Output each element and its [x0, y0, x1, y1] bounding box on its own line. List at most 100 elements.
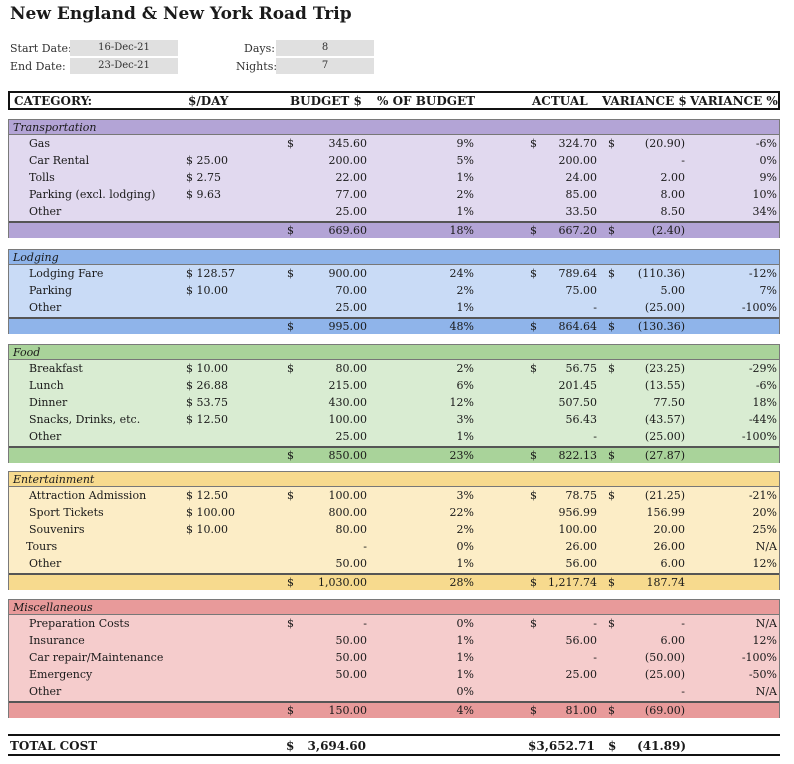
table-row[interactable]: Other 25.00 1% 33.50 8.50 34%: [9, 204, 779, 221]
row-actual: -: [593, 617, 597, 630]
row-label: Tolls: [29, 171, 55, 184]
table-row[interactable]: Preparation Costs $ -0% $ - $ - N/A: [9, 616, 779, 633]
row-label: Tours: [26, 540, 58, 553]
row-pct-budget: 1%: [456, 301, 474, 314]
table-row[interactable]: Tours - 0% 26.00 26.00 N/A: [9, 539, 779, 556]
table-row[interactable]: Breakfast $ 10.00 $80.00 2% $56.75 $ (23.25) -2…: [9, 361, 779, 378]
table-row[interactable]: Parking $ 10.00 70.00 2% 75.00 5.00 7%: [9, 283, 779, 300]
start-date-value[interactable]: 16-Dec-21: [70, 40, 178, 56]
row-actual: 78.75: [565, 489, 598, 502]
table-row[interactable]: Emergency 50.00 1% 25.00 (25.00) -50%: [9, 667, 779, 684]
total-pct-budget: 18%: [449, 224, 474, 237]
days-value[interactable]: 8: [276, 40, 374, 56]
table-row[interactable]: Lodging Fare $ 128.57 $900.00 24% $789.64 $ (1…: [9, 266, 779, 283]
row-actual: -: [593, 430, 597, 443]
row-variance-pct: 7%: [759, 284, 777, 297]
end-date-value[interactable]: 23-Dec-21: [70, 58, 178, 74]
table-row[interactable]: Other 25.00 1% - (25.00) -100%: [9, 300, 779, 317]
row-label: Parking: [29, 284, 73, 297]
table-row[interactable]: Tolls $ 2.75 22.00 1% 24.00 2.00 9%: [9, 170, 779, 187]
table-row[interactable]: Sport Tickets $ 100.00 800.00 22% 956.99 156.…: [9, 505, 779, 522]
row-label: Car repair/Maintenance: [29, 651, 164, 664]
table-row[interactable]: Insurance 50.00 1% 56.00 6.00 12%: [9, 633, 779, 650]
row-variance-pct: 9%: [759, 171, 777, 184]
section-total-row: $850.00 23% $822.13 $ (27.87): [9, 446, 779, 463]
table-row[interactable]: Lunch $ 26.88 215.00 6% 201.45 (13.55) -6%: [9, 378, 779, 395]
row-pct-budget: 1%: [456, 205, 474, 218]
row-budget: 430.00: [328, 396, 368, 409]
row-variance-pct: -6%: [755, 379, 777, 392]
row-label: Lunch: [29, 379, 64, 392]
section-miscellaneous: Miscellaneous Preparation Costs $ -0% $ - $ - N/…: [8, 599, 780, 718]
total-variance-currency: $: [608, 224, 615, 237]
header-variance-pct: VARIANCE %: [690, 94, 778, 108]
row-variance-pct: -6%: [755, 137, 777, 150]
column-header-row: CATEGORY: $/DAY BUDGET $ % OF BUDGET ACT…: [8, 91, 780, 110]
section-title: Food: [9, 345, 779, 360]
row-label: Parking (excl. lodging): [29, 188, 156, 201]
section-total-row: $1,030.00 28% $1,217.74 $187.74: [9, 573, 779, 590]
row-actual: 56.43: [565, 413, 598, 426]
table-row[interactable]: Attraction Admission $ 12.50 $100.00 3% $78.…: [9, 488, 779, 505]
table-row[interactable]: Other 25.00 1% - (25.00) -100%: [9, 429, 779, 446]
row-pct-budget: 9%: [456, 137, 474, 150]
row-per-day: $ 12.50: [186, 413, 228, 426]
row-variance-pct: -44%: [748, 413, 777, 426]
row-variance: 6.00: [660, 634, 686, 647]
row-pct-budget: 1%: [456, 557, 474, 570]
row-variance-pct: N/A: [755, 617, 777, 630]
table-row[interactable]: Car Rental $ 25.00 200.00 5% 200.00 - 0%: [9, 153, 779, 170]
section-title: Transportation: [9, 120, 779, 135]
table-row[interactable]: Parking (excl. lodging) $ 9.63 77.00 2% 85.0…: [9, 187, 779, 204]
row-variance-currency: $: [608, 137, 615, 150]
row-budget: 25.00: [335, 301, 368, 314]
table-row[interactable]: Dinner $ 53.75 430.00 12% 507.50 77.50 18%: [9, 395, 779, 412]
table-row[interactable]: Other 50.00 1% 56.00 6.00 12%: [9, 556, 779, 573]
row-budget: 80.00: [335, 523, 368, 536]
row-pct-budget: 22%: [449, 506, 474, 519]
total-budget: 669.60: [328, 224, 368, 237]
row-variance-currency: $: [608, 489, 615, 502]
section-food: Food Breakfast $ 10.00 $80.00 2% $56.75 $ (23.2…: [8, 344, 780, 463]
total-actual-currency: $: [530, 449, 537, 462]
row-variance-currency: $: [608, 362, 615, 375]
row-budget: 215.00: [328, 379, 368, 392]
row-variance-pct: N/A: [755, 540, 777, 553]
total-budget-currency: $: [287, 576, 294, 589]
row-variance-pct: 12%: [752, 634, 777, 647]
header-pct-budget: % OF BUDGET: [377, 94, 476, 108]
row-variance: (13.55): [644, 379, 685, 392]
table-row[interactable]: Car repair/Maintenance 50.00 1% - (50.00) -10…: [9, 650, 779, 667]
row-budget: 50.00: [335, 557, 368, 570]
table-row[interactable]: Gas $345.60 9% $324.70 $ (20.90) -6%: [9, 136, 779, 153]
row-pct-budget: 5%: [456, 154, 474, 167]
row-label: Snacks, Drinks, etc.: [29, 413, 141, 426]
row-per-day: $ 10.00: [186, 284, 228, 297]
row-variance-pct: -12%: [748, 267, 777, 280]
total-cost-row: TOTAL COST $ 3,694.60 $3,652.71 $ (41.89…: [8, 734, 780, 756]
total-budget: 850.00: [328, 449, 368, 462]
table-row[interactable]: Souvenirs $ 10.00 80.00 2% 100.00 20.00 25%: [9, 522, 779, 539]
row-budget: 100.00: [328, 489, 368, 502]
header-per-day: $/DAY: [188, 94, 229, 108]
total-variance-currency: $: [608, 320, 615, 333]
row-budget: 80.00: [335, 362, 368, 375]
total-budget: 1,030.00: [318, 576, 367, 589]
row-pct-budget: 1%: [456, 668, 474, 681]
row-variance: (50.00): [644, 651, 685, 664]
row-variance: 8.50: [660, 205, 686, 218]
row-label: Gas: [29, 137, 50, 150]
row-variance: (25.00): [644, 301, 685, 314]
table-row[interactable]: Snacks, Drinks, etc. $ 12.50 100.00 3% 56.43…: [9, 412, 779, 429]
row-budget-currency: $: [287, 617, 294, 630]
row-variance: -: [681, 617, 685, 630]
row-variance-pct: -50%: [748, 668, 777, 681]
row-label: Car Rental: [29, 154, 90, 167]
row-variance: 2.00: [660, 171, 686, 184]
total-variance-currency: $: [608, 576, 615, 589]
row-pct-budget: 2%: [456, 188, 474, 201]
row-pct-budget: 2%: [456, 284, 474, 297]
table-row[interactable]: Other 0% - N/A: [9, 684, 779, 701]
nights-value[interactable]: 7: [276, 58, 374, 74]
section-lodging: Lodging Lodging Fare $ 128.57 $900.00 24% $78…: [8, 249, 780, 334]
